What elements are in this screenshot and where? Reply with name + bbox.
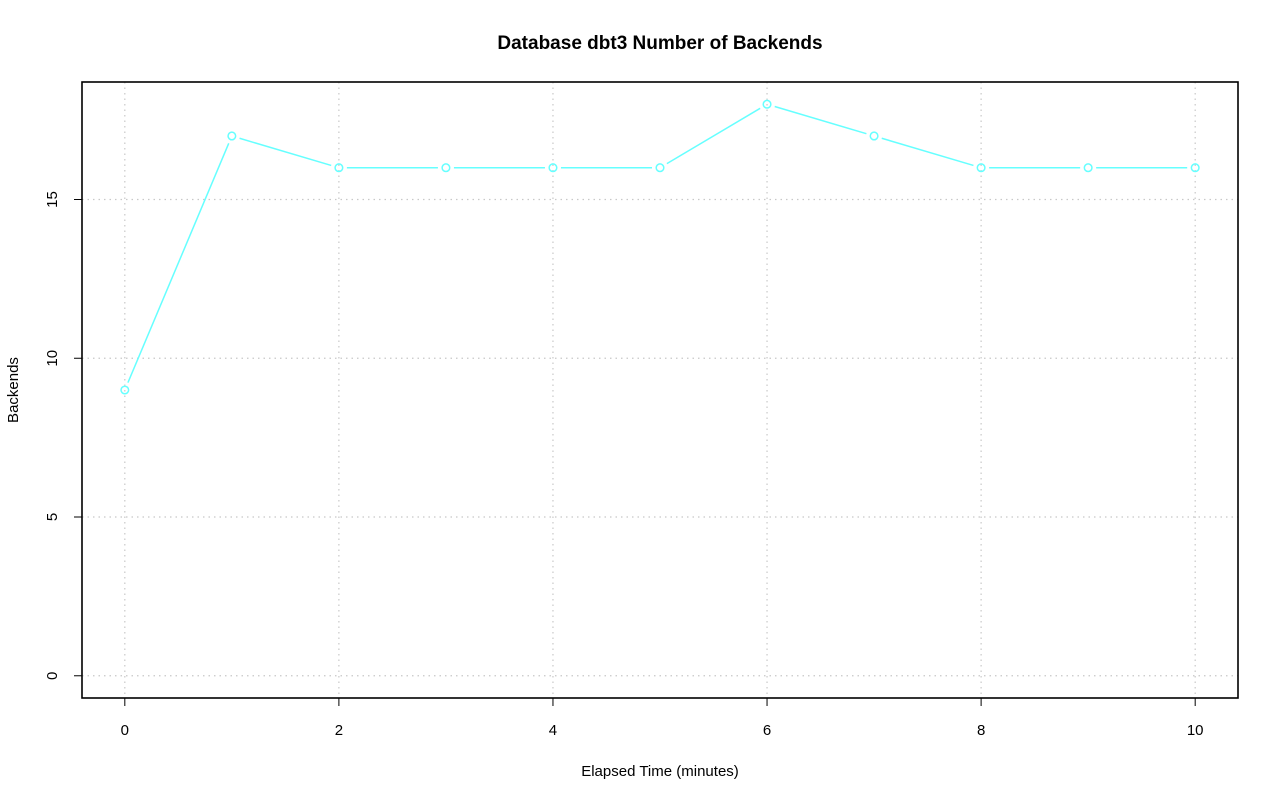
x-tick-label: 4 xyxy=(549,722,557,739)
y-tick-label: 15 xyxy=(44,191,61,208)
data-point xyxy=(1083,163,1093,173)
data-point xyxy=(869,131,879,141)
y-tick-label: 0 xyxy=(44,672,61,680)
x-tick-label: 8 xyxy=(977,722,985,739)
y-axis-label: Backends xyxy=(5,357,22,423)
x-axis-label: Elapsed Time (minutes) xyxy=(581,763,739,780)
series-line-segment xyxy=(881,137,974,167)
x-tick-label: 6 xyxy=(763,722,771,739)
data-point xyxy=(441,163,451,173)
data-point xyxy=(548,163,558,173)
data-point xyxy=(976,163,986,173)
y-tick-label: 10 xyxy=(44,350,61,367)
series-line-segment xyxy=(239,137,332,167)
x-tick-label: 10 xyxy=(1187,722,1204,739)
series-line-segment xyxy=(666,107,761,165)
data-point xyxy=(227,131,237,141)
series-layer xyxy=(120,99,1200,395)
data-point xyxy=(120,385,130,395)
series-line-segment xyxy=(127,143,230,383)
data-point xyxy=(655,163,665,173)
x-tick-label: 0 xyxy=(121,722,129,739)
grid xyxy=(82,82,1238,698)
data-point xyxy=(1190,163,1200,173)
chart-title: Database dbt3 Number of Backends xyxy=(497,33,822,54)
y-tick-label: 5 xyxy=(44,513,61,521)
axes: 0 2 4 6 8 10 0 5 10 15 xyxy=(44,191,1204,739)
series-line-segment xyxy=(774,105,867,135)
x-tick-label: 2 xyxy=(335,722,343,739)
data-point xyxy=(762,99,772,109)
data-point xyxy=(334,163,344,173)
